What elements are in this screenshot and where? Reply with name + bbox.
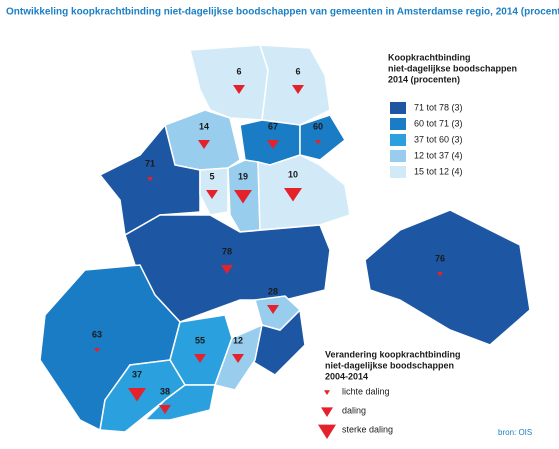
region-value: 12: [233, 335, 243, 345]
region-value: 6: [295, 66, 300, 76]
region-value: 37: [132, 369, 142, 379]
change-marker: [292, 85, 304, 94]
map-title: Ontwikkeling koopkrachtbinding niet-dage…: [6, 7, 559, 18]
region-value: 63: [92, 329, 102, 339]
change-marker: [233, 85, 245, 94]
region-value: 38: [160, 386, 170, 396]
region-value: 67: [268, 121, 278, 131]
region-value: 78: [222, 246, 232, 256]
legend-swatch: [390, 118, 406, 130]
change-marker: [232, 354, 244, 363]
region: [254, 295, 302, 331]
change-marker: [206, 190, 218, 199]
region-value: 14: [199, 121, 209, 131]
legend-label: 71 tot 78 (3): [414, 102, 463, 112]
legend-swatch: [390, 134, 406, 146]
change-label: sterke daling: [342, 424, 393, 434]
change-marker: [159, 405, 171, 414]
change-marker: [94, 348, 100, 353]
legend-label: 12 tot 37 (4): [414, 150, 463, 160]
legend-swatch: [390, 150, 406, 162]
legend-swatch: [390, 166, 406, 178]
region-value: 6: [236, 66, 241, 76]
change-legend-marker: [321, 407, 333, 417]
region-value: 60: [313, 121, 323, 131]
legend-label: 15 tot 12 (4): [414, 166, 463, 176]
change-marker: [284, 188, 302, 202]
region: [364, 209, 531, 346]
region-value: 76: [435, 253, 445, 263]
change-title: Verandering koopkrachtbinding: [325, 349, 461, 359]
change-label: lichte daling: [342, 386, 390, 396]
region: [189, 44, 269, 121]
region-value: 28: [268, 286, 278, 296]
change-legend-marker: [318, 424, 336, 439]
legend-label: 37 tot 60 (3): [414, 134, 463, 144]
region-value: 71: [145, 158, 155, 168]
region: [299, 114, 346, 161]
region: [99, 359, 186, 433]
legend-title: 2014 (procenten): [388, 74, 460, 84]
legend-label: 60 tot 71 (3): [414, 118, 463, 128]
change-marker: [147, 177, 153, 182]
change-title: niet-dagelijkse boodschappen: [325, 360, 454, 370]
region: [257, 154, 351, 231]
region-value: 5: [209, 171, 214, 181]
change-marker: [267, 140, 279, 149]
change-marker: [128, 388, 146, 402]
change-marker: [221, 265, 233, 274]
legend-title: Koopkrachtbinding: [388, 52, 471, 62]
legend-title: niet-dagelijkse boodschappen: [388, 63, 517, 73]
change-legend-marker: [324, 390, 330, 395]
change-marker: [198, 140, 210, 149]
region: [143, 384, 216, 421]
change-label: daling: [342, 405, 366, 415]
change-marker: [234, 190, 252, 204]
region-value: 19: [238, 171, 248, 181]
change-marker: [315, 140, 321, 145]
change-marker: [194, 354, 206, 363]
change-title: 2004-2014: [325, 371, 368, 381]
region-value: 55: [195, 335, 205, 345]
legend-swatch: [390, 102, 406, 114]
change-marker: [437, 272, 443, 277]
change-marker: [267, 305, 279, 314]
region-value: 10: [288, 169, 298, 179]
source: bron: OIS: [498, 428, 532, 437]
